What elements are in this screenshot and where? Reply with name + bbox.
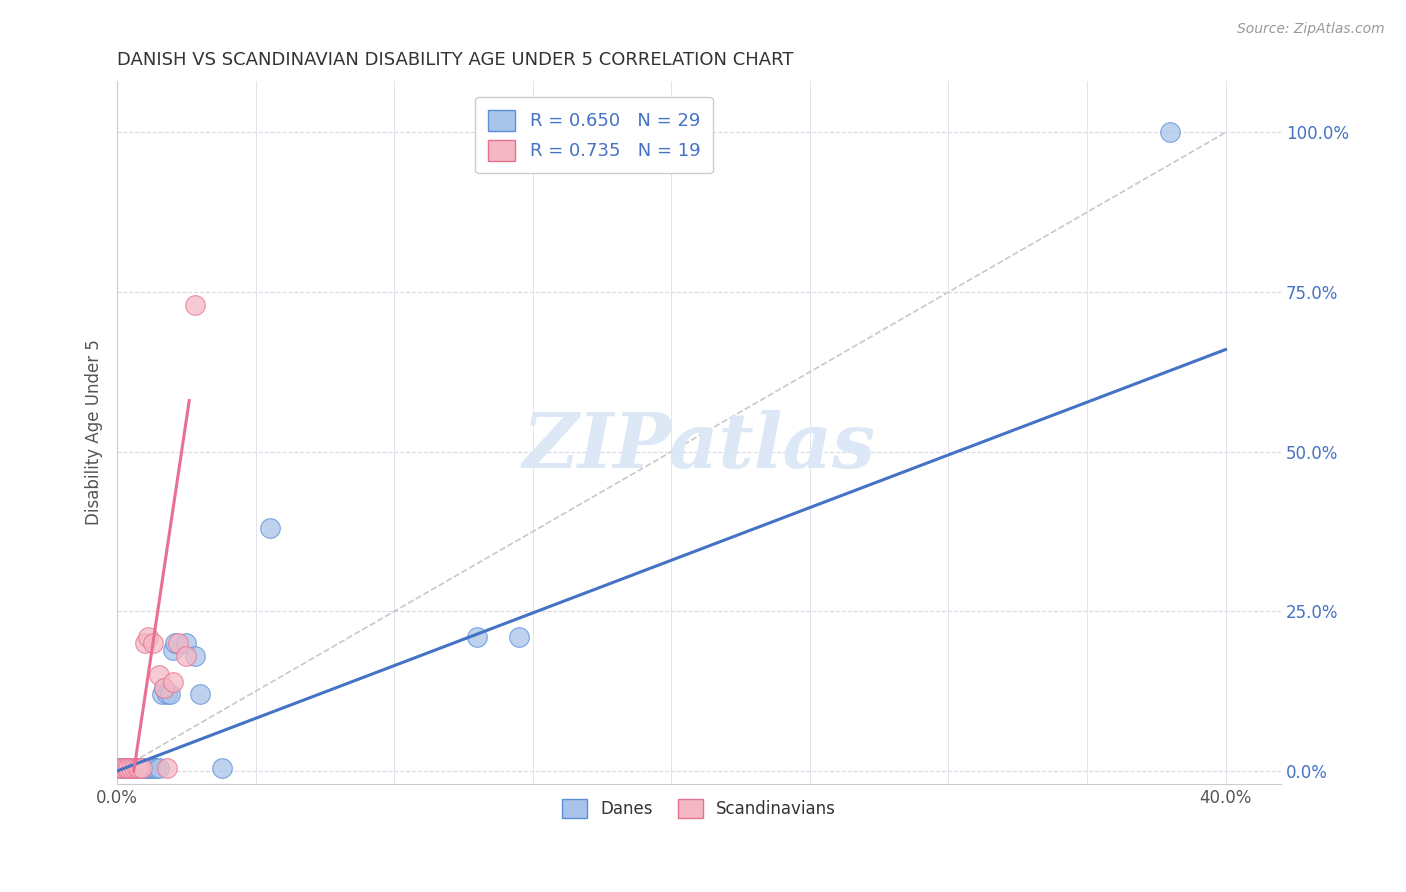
- Point: [136, 630, 159, 644]
- Point: [117, 761, 139, 775]
- Point: [114, 761, 136, 775]
- Point: [153, 681, 176, 695]
- Point: [125, 761, 148, 775]
- Point: [150, 687, 173, 701]
- Y-axis label: Disability Age Under 5: Disability Age Under 5: [86, 340, 103, 525]
- Point: [156, 761, 179, 775]
- Point: [131, 761, 153, 775]
- Point: [131, 761, 153, 775]
- Point: [139, 761, 162, 775]
- Point: [188, 687, 211, 701]
- Point: [136, 761, 159, 775]
- Point: [259, 521, 281, 535]
- Point: [122, 761, 145, 775]
- Point: [111, 761, 134, 775]
- Point: [159, 687, 181, 701]
- Point: [1159, 125, 1181, 139]
- Point: [125, 761, 148, 775]
- Point: [176, 636, 198, 650]
- Point: [467, 630, 489, 644]
- Point: [184, 648, 207, 663]
- Point: [184, 298, 207, 312]
- Point: [162, 674, 184, 689]
- Point: [162, 642, 184, 657]
- Point: [108, 761, 131, 775]
- Text: DANISH VS SCANDINAVIAN DISABILITY AGE UNDER 5 CORRELATION CHART: DANISH VS SCANDINAVIAN DISABILITY AGE UN…: [117, 51, 794, 69]
- Point: [120, 761, 142, 775]
- Point: [128, 761, 150, 775]
- Point: [114, 761, 136, 775]
- Point: [508, 630, 530, 644]
- Point: [167, 636, 190, 650]
- Point: [134, 761, 156, 775]
- Text: Source: ZipAtlas.com: Source: ZipAtlas.com: [1237, 22, 1385, 37]
- Point: [176, 648, 198, 663]
- Legend: Danes, Scandinavians: Danes, Scandinavians: [555, 792, 842, 824]
- Point: [153, 681, 176, 695]
- Point: [128, 761, 150, 775]
- Point: [145, 761, 167, 775]
- Text: ZIPatlas: ZIPatlas: [523, 409, 876, 483]
- Point: [108, 761, 131, 775]
- Point: [142, 761, 165, 775]
- Point: [148, 668, 170, 682]
- Point: [165, 636, 187, 650]
- Point: [111, 761, 134, 775]
- Point: [134, 636, 156, 650]
- Point: [122, 761, 145, 775]
- Point: [142, 636, 165, 650]
- Point: [156, 687, 179, 701]
- Point: [120, 761, 142, 775]
- Point: [148, 761, 170, 775]
- Point: [117, 761, 139, 775]
- Point: [211, 761, 233, 775]
